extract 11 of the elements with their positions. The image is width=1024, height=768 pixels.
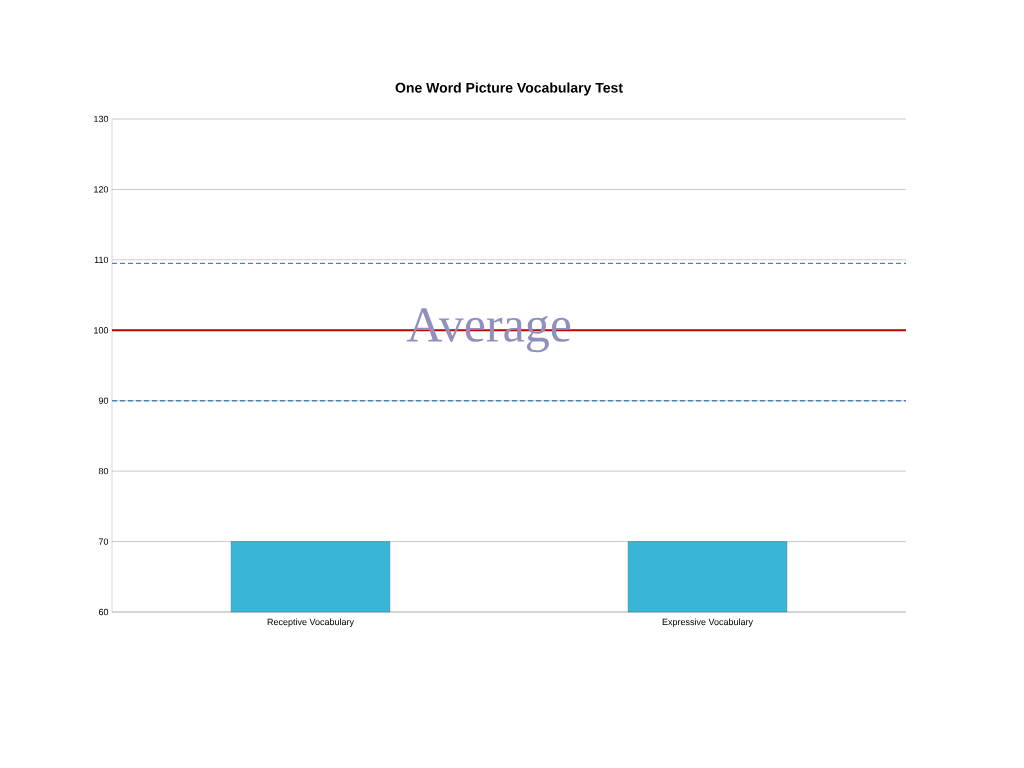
y-tick-label: 130: [94, 115, 109, 123]
y-tick-label: 70: [98, 538, 109, 545]
y-tick-label: 80: [98, 467, 109, 475]
y-tick-label: 60: [98, 608, 109, 616]
y-tick-label: 120: [94, 186, 109, 193]
chart-title: One Word Picture Vocabulary Test: [395, 82, 623, 96]
x-tick-label: Receptive Vocabulary: [267, 618, 354, 627]
y-tick-label: 100: [94, 327, 109, 334]
y-tick-label: 110: [94, 256, 109, 264]
y-tick-label: 90: [98, 397, 109, 404]
x-tick-label: Expressive Vocabulary: [662, 618, 754, 627]
